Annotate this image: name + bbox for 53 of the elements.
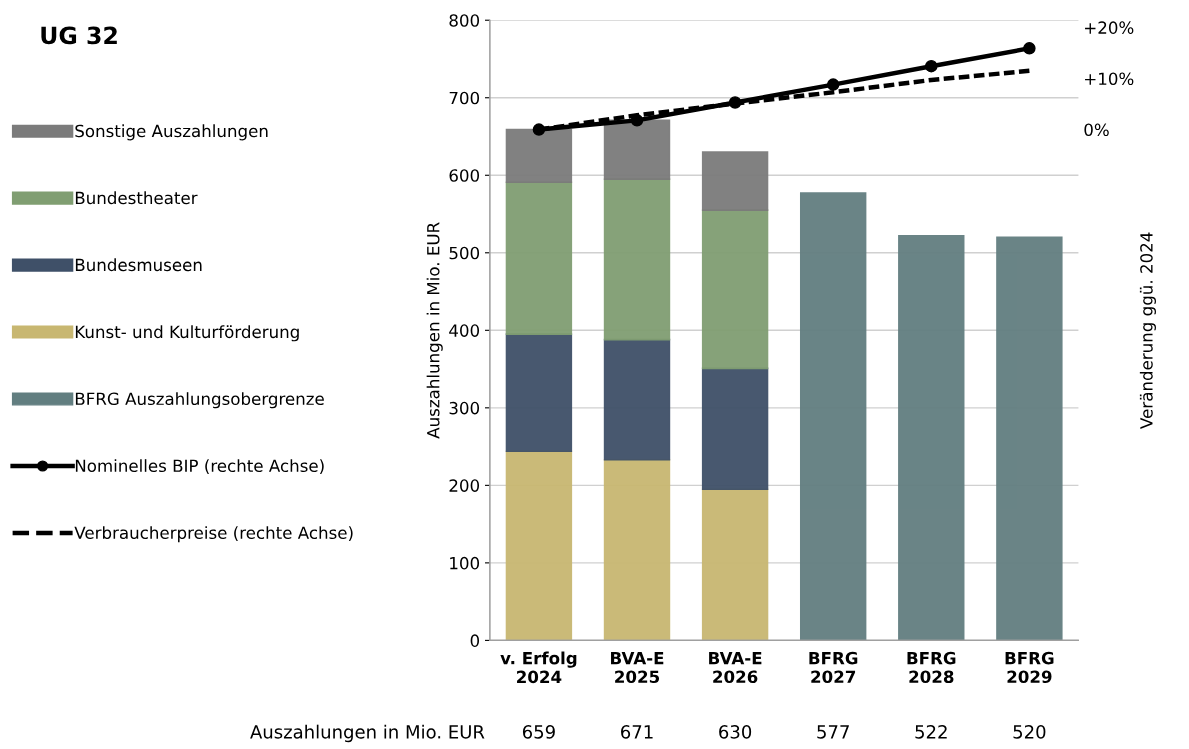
bar (701, 367, 769, 491)
x-tick-label: v. Erfolg 2024 (500, 651, 577, 684)
bar (701, 488, 769, 641)
y2-axis-title: Veränderung ggü. 2024 (1139, 232, 1156, 429)
bar (603, 338, 671, 461)
y-tick-label: 0 (470, 634, 480, 647)
y-axis-title: Auszahlungen in Mio. EUR (426, 222, 443, 439)
legend-label: Sonstige Auszahlungen (75, 124, 268, 141)
text: 659 (522, 725, 555, 739)
legend-label: Bundesmuseen (75, 258, 202, 272)
legend-label: Bundestheater (75, 191, 198, 205)
y2-tick-label: 0% (1084, 123, 1109, 137)
legend-label: Kunst- und Kulturförderung (75, 325, 299, 342)
bar (505, 181, 573, 336)
bar (996, 236, 1063, 641)
text: Auszahlungen in Mio. EUR (250, 724, 485, 743)
bar (603, 119, 671, 180)
bar (799, 192, 867, 641)
bar (505, 333, 573, 453)
bar (603, 458, 671, 641)
bar (898, 234, 965, 641)
text: UG 32 (41, 26, 117, 45)
bar (505, 450, 573, 641)
text: 520 (1013, 725, 1046, 739)
x-tick-label: BFRG 2027 (809, 651, 858, 684)
y-tick-label: 100 (450, 556, 480, 570)
y2-tick-label: +10% (1085, 72, 1134, 86)
y-tick-label: 600 (449, 169, 480, 182)
bar (603, 178, 671, 341)
y-tick-label: 700 (449, 91, 480, 105)
y-tick-label: 500 (449, 246, 480, 260)
x-tick-label: BFRG 2029 (1005, 651, 1054, 684)
x-tick-label: BVA-E 2026 (709, 652, 762, 684)
y2-tick-label: +20% (1085, 21, 1134, 34)
point (1023, 42, 1036, 55)
bar (701, 151, 769, 211)
text: 522 (915, 725, 947, 739)
text: 577 (817, 725, 849, 739)
y-tick-label: 200 (449, 479, 480, 492)
y-tick-label: 300 (449, 401, 480, 415)
y-tick-label: 400 (449, 324, 480, 337)
text: 671 (621, 725, 653, 739)
text: 630 (719, 725, 752, 739)
bar (505, 128, 573, 184)
y-tick-label: 800 (449, 14, 480, 27)
legend-label: BFRG Auszahlungsobergrenze (75, 392, 324, 409)
point (925, 59, 938, 73)
point (826, 78, 840, 91)
legend-label: Nominelles BIP (rechte Achse) (75, 459, 324, 475)
bar (701, 209, 769, 370)
x-tick-label: BFRG 2028 (907, 651, 956, 684)
x-tick-label: BVA-E 2025 (611, 652, 664, 684)
legend-label: Verbraucherpreise (rechte Achse) (74, 526, 353, 543)
